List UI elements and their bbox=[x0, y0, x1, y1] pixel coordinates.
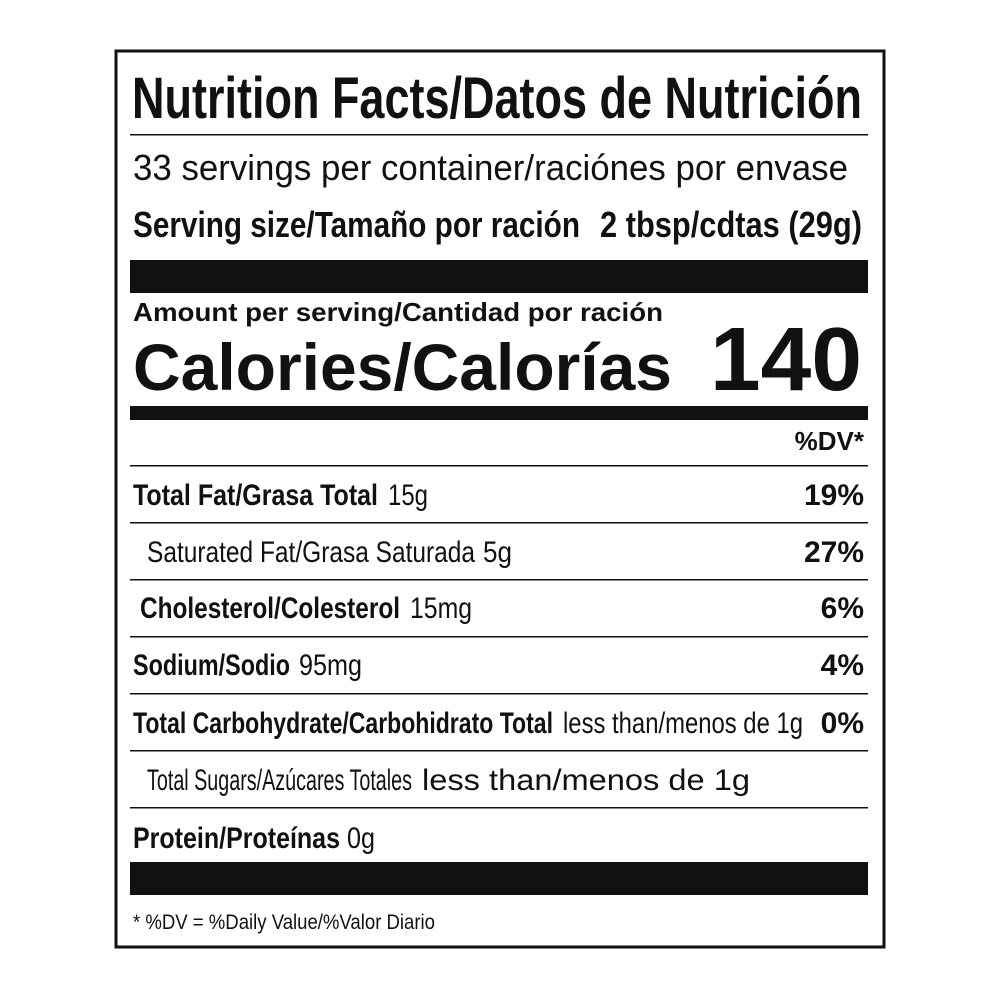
divider bbox=[130, 750, 868, 752]
title: Nutrition Facts/Datos de Nutrición bbox=[132, 66, 862, 131]
nutrient-name: Protein/Proteínas bbox=[133, 822, 340, 855]
divider bbox=[130, 579, 868, 581]
nutrient-name: Saturated Fat/Grasa Saturada bbox=[147, 536, 475, 569]
dv-header: %DV* bbox=[795, 426, 865, 456]
nutrient-dv: 0% bbox=[821, 707, 864, 740]
label-border bbox=[114, 49, 886, 949]
calories-value: 140 bbox=[710, 310, 862, 410]
divider bbox=[130, 807, 868, 809]
nutrient-amount: less than/menos de 1g bbox=[422, 764, 750, 797]
nutrient-name: Total Fat/Grasa Total bbox=[133, 479, 378, 512]
nutrient-name: Total Carbohydrate/Carbohidrato Total bbox=[133, 707, 553, 740]
servings: 33 servings per container/raciónes por e… bbox=[133, 147, 848, 188]
nutrient-amount: 95mg bbox=[299, 649, 362, 682]
nutrient-amount: 15mg bbox=[410, 592, 472, 625]
thick-bar bbox=[130, 260, 868, 293]
medium-bar bbox=[130, 406, 868, 420]
nutrient-amount: 0g bbox=[347, 822, 375, 855]
footnote: * %DV = %Daily Value/%Valor Diario bbox=[133, 911, 435, 934]
nutrient-amount: less than/menos de 1g bbox=[563, 707, 803, 740]
nutrient-amount: 5g bbox=[483, 536, 512, 569]
divider bbox=[130, 693, 868, 695]
calories-label: Calories/Calorías bbox=[133, 330, 672, 404]
nutrient-amount: 15g bbox=[388, 479, 428, 512]
nutrient-dv: 27% bbox=[804, 536, 864, 569]
thick-bar bbox=[130, 862, 868, 895]
nutrient-name: Cholesterol/Colesterol bbox=[140, 592, 400, 625]
divider bbox=[130, 522, 868, 524]
divider bbox=[130, 134, 868, 136]
nutrient-dv: 19% bbox=[804, 479, 864, 512]
divider bbox=[130, 636, 868, 638]
nutrient-dv: 6% bbox=[821, 592, 864, 625]
amount-per-serving: Amount per serving/Cantidad por ración bbox=[133, 297, 663, 327]
nutrient-dv: 4% bbox=[821, 649, 864, 682]
serving-size-label: Serving size/Tamaño por ración bbox=[133, 204, 580, 245]
nutrient-name: Sodium/Sodio bbox=[133, 649, 290, 682]
divider bbox=[130, 465, 868, 467]
nutrient-name: Total Sugars/Azúcares Totales bbox=[147, 764, 412, 797]
serving-size-value: 2 tbsp/cdtas (29g) bbox=[600, 204, 862, 245]
